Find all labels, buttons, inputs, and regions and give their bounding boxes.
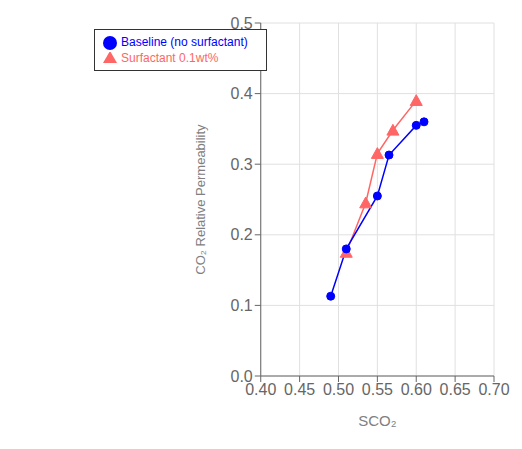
svg-text:0.65: 0.65 bbox=[440, 381, 471, 398]
svg-text:0.2: 0.2 bbox=[230, 226, 252, 243]
svg-text:SCO₂: SCO₂ bbox=[358, 412, 397, 429]
svg-text:0.55: 0.55 bbox=[362, 381, 393, 398]
svg-text:0.1: 0.1 bbox=[230, 297, 252, 314]
svg-text:0.40: 0.40 bbox=[245, 381, 277, 399]
svg-text:0.60: 0.60 bbox=[401, 381, 432, 398]
svg-text:0.70: 0.70 bbox=[478, 381, 509, 398]
svg-text:0.0: 0.0 bbox=[230, 368, 252, 385]
html-text:Surfactant 0.1wt%: Surfactant 0.1wt% bbox=[121, 51, 219, 65]
svg-text:0.4: 0.4 bbox=[230, 85, 252, 102]
html-text:Baseline (no surfactant): Baseline (no surfactant) bbox=[121, 35, 248, 49]
svg-text:0.3: 0.3 bbox=[230, 156, 252, 173]
svg-text:0.50: 0.50 bbox=[323, 381, 354, 398]
svg-text:0.5: 0.5 bbox=[230, 15, 252, 32]
svg-text:CO₂ Relative Permeability: CO₂ Relative Permeability bbox=[193, 124, 208, 275]
svg-text:0.45: 0.45 bbox=[284, 381, 315, 398]
